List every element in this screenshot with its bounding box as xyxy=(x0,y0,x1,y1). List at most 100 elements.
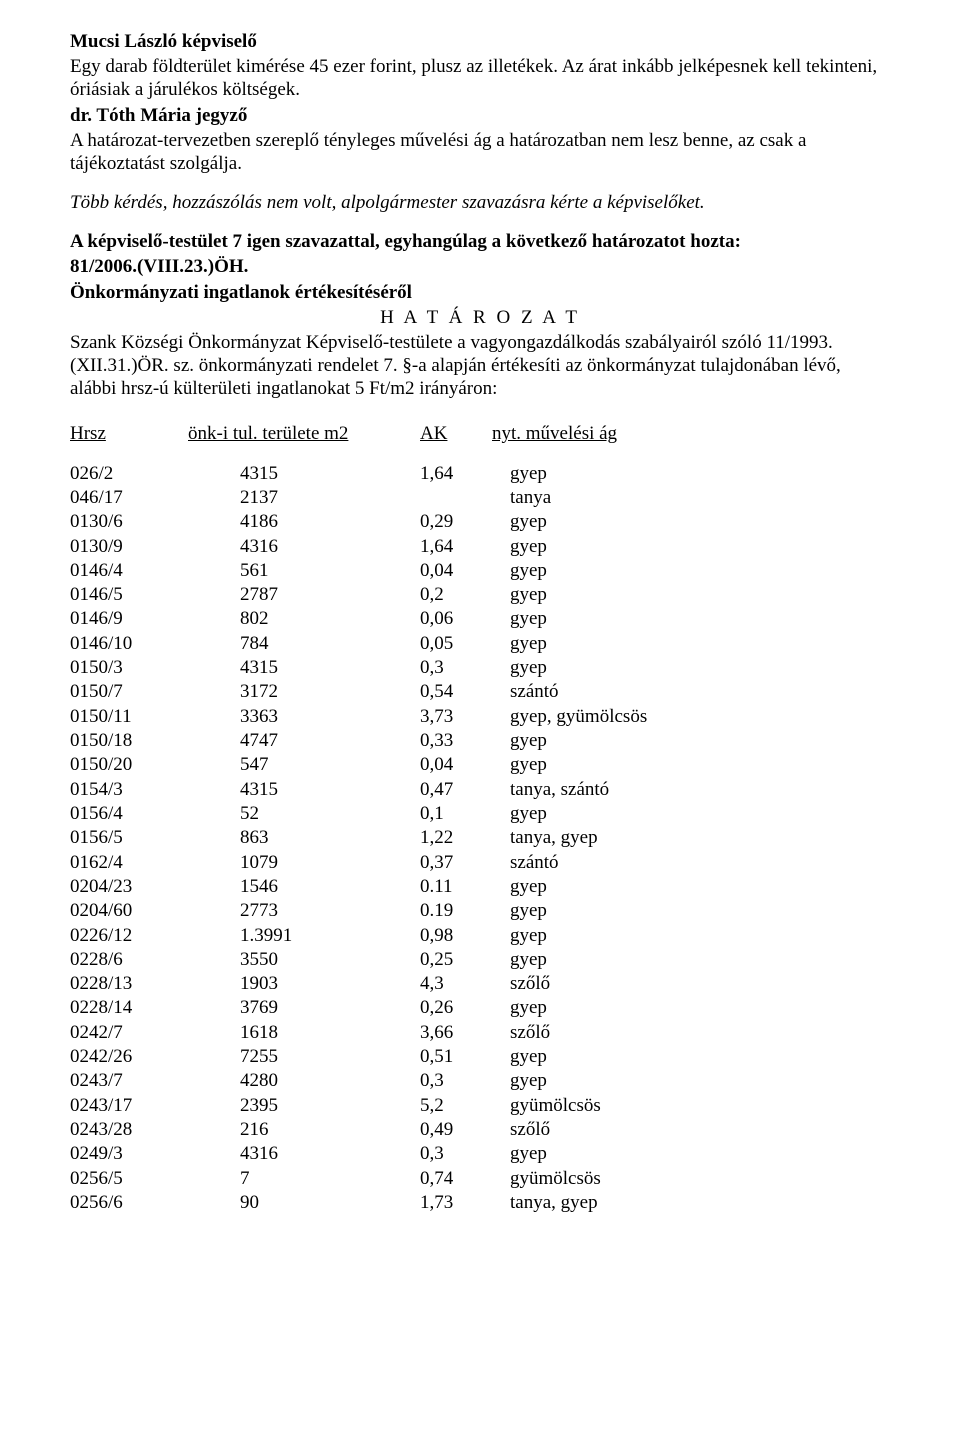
cell-hrsz: 0156/5 xyxy=(70,826,240,850)
cell-hrsz: 0154/3 xyxy=(70,778,240,802)
cell-area: 1079 xyxy=(240,851,420,875)
table-header-nyt: nyt. művelési ág xyxy=(492,422,890,445)
cell-nyt: gyep xyxy=(510,875,890,899)
cell-nyt: gyep xyxy=(510,753,890,777)
cell-hrsz: 0150/18 xyxy=(70,729,240,753)
cell-hrsz: 0146/10 xyxy=(70,632,240,656)
cell-area: 90 xyxy=(240,1191,420,1215)
cell-area: 2137 xyxy=(240,486,420,510)
cell-ak: 0,37 xyxy=(420,851,510,875)
cell-hrsz: 0146/9 xyxy=(70,607,240,631)
table-header-ak: AK xyxy=(420,422,492,445)
table-header-row: Hrsz önk-i tul. területe m2 AK nyt. műve… xyxy=(70,422,890,445)
cell-nyt: gyep xyxy=(510,1069,890,1093)
cell-hrsz: 026/2 xyxy=(70,462,240,486)
cell-nyt: gyep xyxy=(510,535,890,559)
cell-hrsz: 0228/14 xyxy=(70,996,240,1020)
cell-nyt: gyümölcsös xyxy=(510,1094,890,1118)
table-row: 0256/570,74gyümölcsös xyxy=(70,1167,890,1191)
cell-ak: 0,54 xyxy=(420,680,510,704)
table-row: 0226/121.39910,98gyep xyxy=(70,924,890,948)
cell-ak: 0,1 xyxy=(420,802,510,826)
table-row: 0146/527870,2gyep xyxy=(70,583,890,607)
cell-hrsz: 0150/3 xyxy=(70,656,240,680)
table-row: 0228/635500,25gyep xyxy=(70,948,890,972)
speaker2-name: dr. Tóth Mária jegyző xyxy=(70,104,890,127)
table-row: 0228/1319034,3szőlő xyxy=(70,972,890,996)
cell-nyt: gyep xyxy=(510,802,890,826)
cell-hrsz: 0150/7 xyxy=(70,680,240,704)
resolution-type-word: H A T Á R O Z A T xyxy=(70,306,890,329)
cell-area: 2787 xyxy=(240,583,420,607)
no-questions-note: Több kérdés, hozzászólás nem volt, alpol… xyxy=(70,191,890,214)
cell-area: 1546 xyxy=(240,875,420,899)
cell-nyt: gyep xyxy=(510,729,890,753)
resolution-title: Önkormányzati ingatlanok értékesítéséről xyxy=(70,281,890,304)
table-row: 0243/282160,49szőlő xyxy=(70,1118,890,1142)
table-row: 0242/716183,66szőlő xyxy=(70,1021,890,1045)
cell-ak: 0.11 xyxy=(420,875,510,899)
table-row: 0150/343150,3gyep xyxy=(70,656,890,680)
cell-nyt: szőlő xyxy=(510,1118,890,1142)
cell-ak: 0,98 xyxy=(420,924,510,948)
cell-ak: 3,66 xyxy=(420,1021,510,1045)
resolution-type-word-text: H A T Á R O Z A T xyxy=(380,307,580,328)
cell-area: 3172 xyxy=(240,680,420,704)
cell-hrsz: 0204/23 xyxy=(70,875,240,899)
cell-nyt: tanya, gyep xyxy=(510,1191,890,1215)
cell-area: 3363 xyxy=(240,705,420,729)
cell-area: 4315 xyxy=(240,462,420,486)
cell-nyt: gyep xyxy=(510,656,890,680)
cell-hrsz: 0249/3 xyxy=(70,1142,240,1166)
table-row: 0228/1437690,26gyep xyxy=(70,996,890,1020)
cell-nyt: gyep xyxy=(510,607,890,631)
cell-nyt: gyümölcsös xyxy=(510,1167,890,1191)
cell-hrsz: 0243/17 xyxy=(70,1094,240,1118)
resolution-intro: A képviselő-testület 7 igen szavazattal,… xyxy=(70,230,890,253)
cell-nyt: szántó xyxy=(510,680,890,704)
table-row: 046/172137tanya xyxy=(70,486,890,510)
cell-hrsz: 0228/6 xyxy=(70,948,240,972)
table-row: 0146/98020,06gyep xyxy=(70,607,890,631)
cell-ak: 0,51 xyxy=(420,1045,510,1069)
cell-ak: 0,26 xyxy=(420,996,510,1020)
cell-hrsz: 0146/5 xyxy=(70,583,240,607)
cell-ak: 1,73 xyxy=(420,1191,510,1215)
cell-area: 3550 xyxy=(240,948,420,972)
table-row: 0156/4520,1gyep xyxy=(70,802,890,826)
cell-ak: 0,3 xyxy=(420,1069,510,1093)
table-row: 0162/410790,37szántó xyxy=(70,851,890,875)
table-row: 0249/343160,3gyep xyxy=(70,1142,890,1166)
table-row: 0204/2315460.11gyep xyxy=(70,875,890,899)
cell-hrsz: 0150/11 xyxy=(70,705,240,729)
cell-area: 784 xyxy=(240,632,420,656)
speaker2-text: A határozat-tervezetben szereplő tényleg… xyxy=(70,129,890,175)
cell-area: 4315 xyxy=(240,778,420,802)
cell-ak: 0,2 xyxy=(420,583,510,607)
cell-area: 2773 xyxy=(240,899,420,923)
cell-area: 1618 xyxy=(240,1021,420,1045)
cell-hrsz: 0228/13 xyxy=(70,972,240,996)
cell-ak: 0,49 xyxy=(420,1118,510,1142)
cell-ak: 0.19 xyxy=(420,899,510,923)
cell-ak: 1,64 xyxy=(420,462,510,486)
table-row: 0146/45610,04gyep xyxy=(70,559,890,583)
cell-hrsz: 046/17 xyxy=(70,486,240,510)
cell-nyt: szőlő xyxy=(510,972,890,996)
resolution-body: Szank Községi Önkormányzat Képviselő-tes… xyxy=(70,331,890,401)
cell-hrsz: 0130/6 xyxy=(70,510,240,534)
cell-ak: 0,25 xyxy=(420,948,510,972)
cell-hrsz: 0256/5 xyxy=(70,1167,240,1191)
table-row: 0154/343150,47tanya, szántó xyxy=(70,778,890,802)
cell-ak: 0,3 xyxy=(420,656,510,680)
cell-area: 52 xyxy=(240,802,420,826)
cell-area: 3769 xyxy=(240,996,420,1020)
table-row: 0256/6901,73tanya, gyep xyxy=(70,1191,890,1215)
cell-hrsz: 0256/6 xyxy=(70,1191,240,1215)
cell-hrsz: 0226/12 xyxy=(70,924,240,948)
cell-nyt: gyep xyxy=(510,924,890,948)
cell-nyt: tanya, szántó xyxy=(510,778,890,802)
cell-ak: 0,06 xyxy=(420,607,510,631)
cell-ak: 0,29 xyxy=(420,510,510,534)
cell-area: 561 xyxy=(240,559,420,583)
